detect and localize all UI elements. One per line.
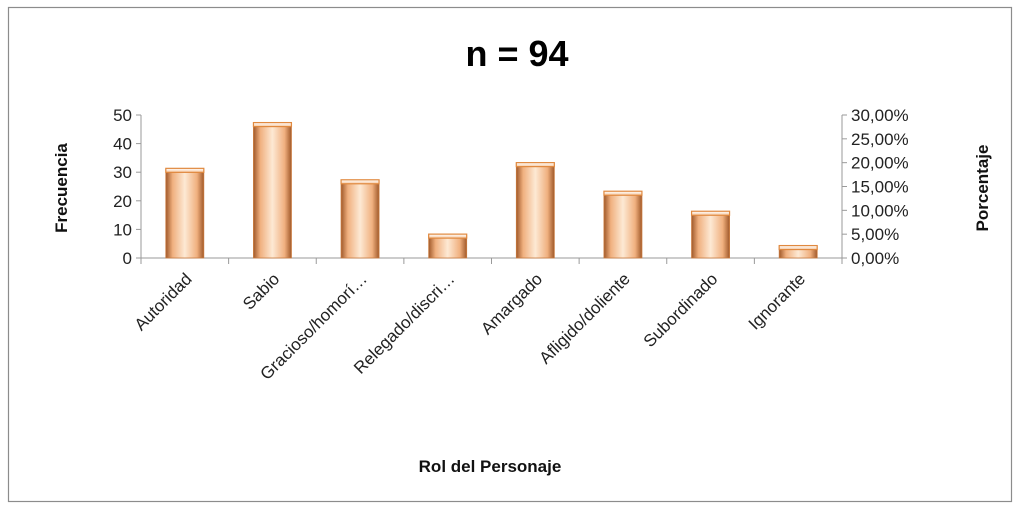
y2-tick-label: 10,00% bbox=[851, 201, 909, 220]
bar bbox=[603, 190, 643, 259]
bar bbox=[252, 121, 293, 259]
y-tick-label: 10 bbox=[113, 220, 132, 239]
y-tick-label: 30 bbox=[113, 163, 132, 182]
y2-axis-title: Porcentaje bbox=[973, 145, 992, 232]
y2-tick-label: 25,00% bbox=[851, 130, 909, 149]
bar bbox=[340, 179, 380, 259]
y2-tick-label: 15,00% bbox=[851, 178, 909, 197]
y2-tick-label: 20,00% bbox=[851, 154, 909, 173]
bar bbox=[428, 233, 468, 259]
x-axis-title: Rol del Personaje bbox=[419, 457, 562, 476]
bar bbox=[778, 244, 818, 259]
y-tick-label: 50 bbox=[113, 106, 132, 125]
chart-title: n = 94 bbox=[465, 33, 568, 74]
bar bbox=[690, 210, 731, 259]
y2-tick-label: 5,00% bbox=[851, 225, 899, 244]
y2-tick-label: 30,00% bbox=[851, 106, 909, 125]
y2-tick-label: 0,00% bbox=[851, 249, 899, 268]
y-axis-title: Frecuencia bbox=[52, 143, 71, 233]
y-tick-label: 20 bbox=[113, 192, 132, 211]
y-tick-label: 40 bbox=[113, 135, 132, 154]
bar bbox=[515, 162, 555, 259]
bar bbox=[165, 167, 205, 259]
y-tick-label: 0 bbox=[123, 249, 132, 268]
